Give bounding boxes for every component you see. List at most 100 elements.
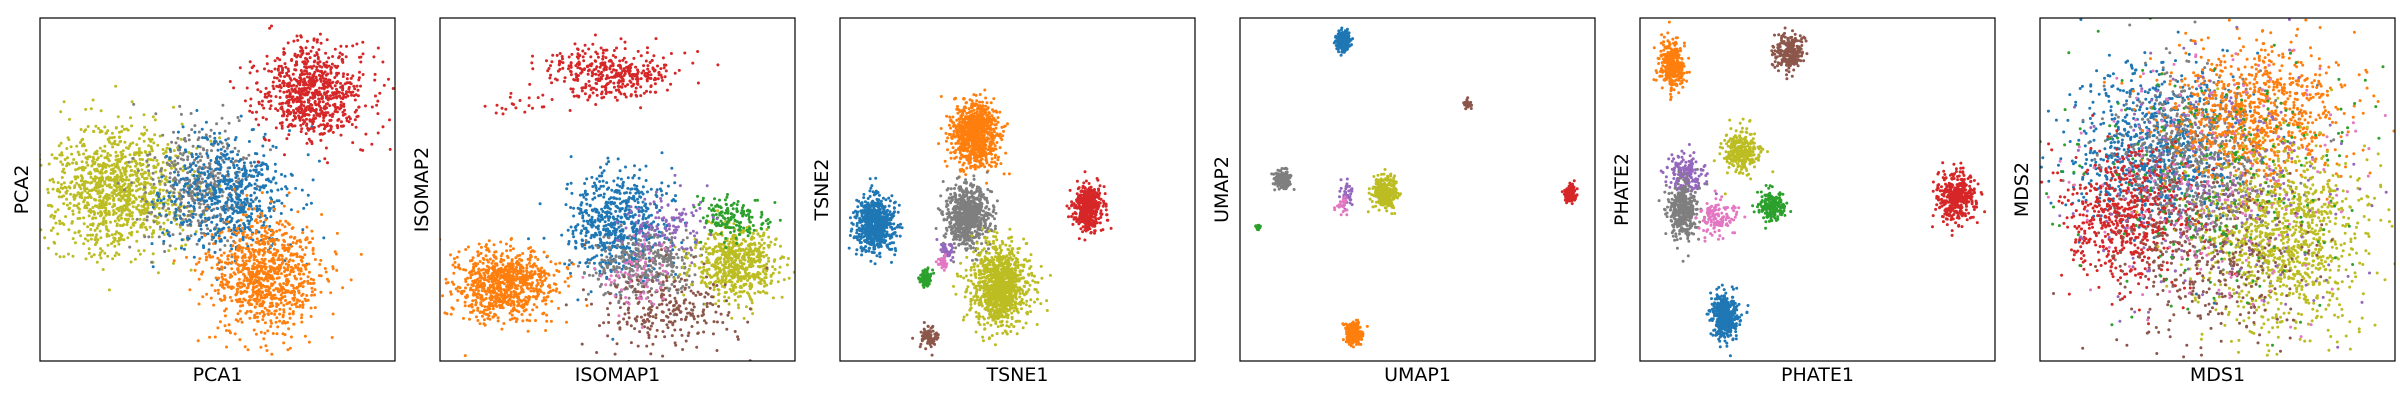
point [361, 52, 365, 56]
point [301, 231, 305, 235]
point [581, 193, 585, 197]
point [186, 171, 190, 175]
point [644, 164, 648, 168]
point [254, 285, 258, 289]
point [195, 242, 199, 246]
point [341, 286, 345, 290]
point [622, 199, 626, 203]
point [274, 296, 278, 300]
point [644, 209, 648, 213]
point [299, 89, 303, 93]
point [275, 287, 279, 291]
point [249, 198, 253, 202]
point [590, 74, 594, 78]
point [282, 287, 286, 291]
point [51, 187, 55, 191]
point [150, 210, 154, 214]
point [278, 89, 282, 93]
point [239, 198, 243, 202]
point [225, 152, 229, 156]
point [567, 263, 571, 267]
point [149, 145, 153, 149]
point [631, 197, 635, 201]
point [254, 117, 258, 121]
point [200, 213, 204, 217]
point [607, 59, 611, 63]
point [190, 185, 194, 188]
point [226, 239, 230, 243]
point [270, 228, 274, 232]
point [87, 214, 91, 218]
point [639, 85, 643, 89]
point [307, 241, 311, 245]
point [595, 88, 598, 92]
point [124, 218, 128, 222]
point [299, 130, 303, 134]
point [108, 202, 111, 206]
point [198, 180, 202, 184]
point [340, 53, 344, 56]
point [225, 345, 228, 349]
point [613, 233, 617, 237]
point [288, 112, 292, 116]
point [286, 348, 290, 352]
point [621, 82, 625, 86]
point [141, 197, 144, 201]
point [234, 159, 238, 163]
point [159, 169, 163, 173]
point [193, 268, 197, 272]
point [224, 278, 228, 282]
point [648, 90, 652, 94]
point [169, 184, 173, 188]
point [78, 141, 82, 144]
point [591, 185, 595, 188]
point [671, 248, 675, 252]
point [194, 156, 198, 160]
point [139, 199, 143, 203]
point [174, 178, 178, 182]
point [91, 155, 95, 159]
point [15, 150, 18, 153]
point [654, 254, 658, 258]
point [305, 117, 308, 121]
point [225, 222, 228, 226]
point [642, 91, 646, 95]
point [585, 231, 588, 235]
point [303, 253, 307, 257]
point [283, 333, 287, 337]
point [219, 214, 223, 217]
point [312, 281, 316, 285]
point [569, 69, 572, 73]
point [257, 252, 261, 256]
point [105, 154, 109, 158]
point [635, 227, 639, 231]
point [623, 214, 627, 218]
point [108, 140, 111, 144]
point [100, 178, 104, 182]
point [345, 119, 349, 123]
point [208, 167, 212, 171]
point [354, 93, 358, 97]
point [214, 157, 218, 161]
point [597, 214, 601, 218]
point [175, 183, 179, 187]
point [547, 67, 551, 70]
point [261, 161, 265, 165]
point [216, 176, 220, 180]
point [614, 209, 618, 213]
point [58, 153, 62, 157]
point [172, 195, 176, 199]
point [336, 124, 339, 128]
point [148, 150, 152, 154]
point [600, 213, 603, 217]
point [646, 64, 650, 68]
point [204, 179, 207, 183]
point [653, 82, 657, 86]
point [101, 176, 105, 180]
point [90, 255, 94, 259]
point [325, 85, 329, 89]
point [242, 297, 246, 301]
point [274, 146, 278, 149]
point [201, 180, 205, 184]
point [315, 65, 319, 69]
